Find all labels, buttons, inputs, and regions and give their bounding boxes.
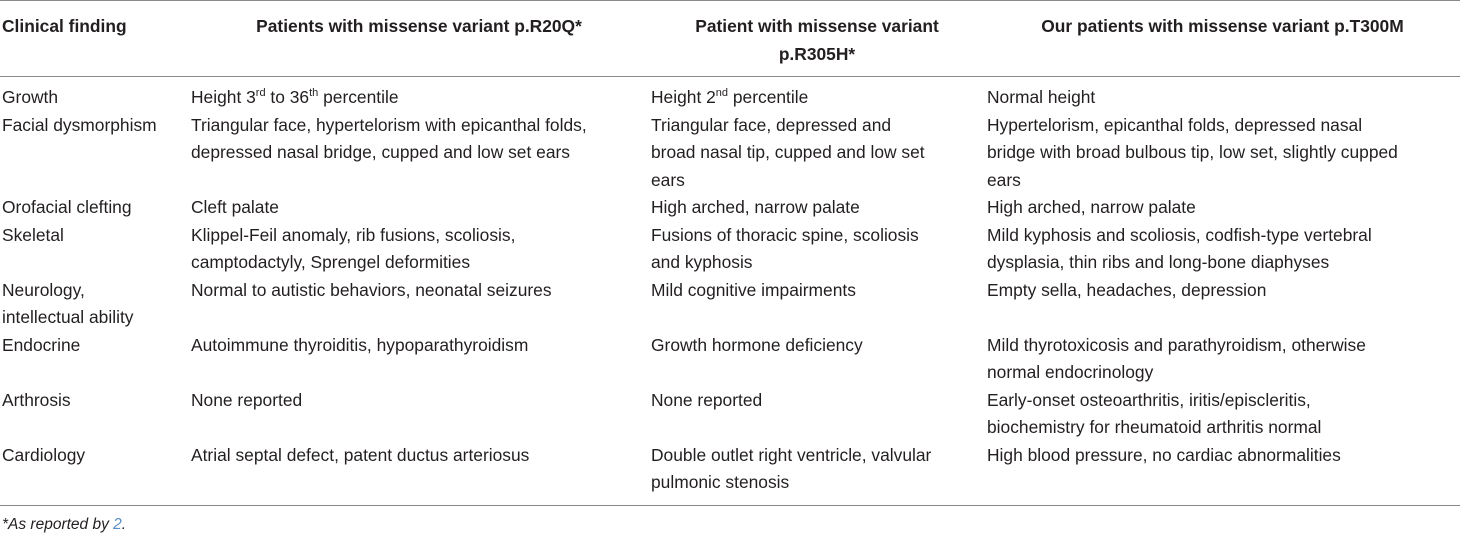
cell-r20q: None reported [191,389,303,410]
cell-line: Mild kyphosis and scoliosis, codfish-typ… [987,224,1372,245]
footnote-end: . [121,515,127,533]
cell-t300m: High arched, narrow palate [987,197,1196,217]
cell-finding: Cardiology [2,444,86,465]
cell-finding: Skeletal [2,224,64,245]
cell-t300m: High blood pressure, no cardiac abnormal… [987,444,1341,465]
cell-r20q: Normal to autistic behaviors, neonatal s… [191,279,552,300]
cell-t300m: Empty sella, headaches, depression [987,279,1267,300]
header-row: Clinical finding Patients with missense … [0,0,1460,77]
header-r305h-line1: Patient with missense variant [695,16,939,36]
cell-line: biochemistry for rheumatoid arthritis no… [987,417,1322,437]
cell-r305h: Double outlet right ventricle, valvular … [649,442,985,506]
cell-line: Fusions of thoracic spine, scoliosis [651,224,919,245]
cell-finding: Growth [2,87,59,107]
superscript: nd [715,87,729,99]
cell-finding: Endocrine [2,334,81,355]
cell-r305h: Fusions of thoracic spine, scoliosis and… [649,222,985,277]
table-row-neurology: Neurology, intellectual ability Normal t… [0,277,1460,332]
cell-line: Triangular face, depressed and [651,114,892,135]
cell-text: Height 2 [651,87,716,107]
header-r305h-line2: p.R305H* [778,44,856,64]
cell-t300m: Hypertelorism, epicanthal folds, depress… [985,112,1460,195]
cell-line: bridge with broad bulbous tip, low set, … [987,142,1398,162]
footnote-text: *As reported by [2,515,114,533]
cell-line: Klippel-Feil anomaly, rib fusions, scoli… [191,224,516,245]
cell-finding: Facial dysmorphism [2,114,157,135]
cell-line: intellectual ability [2,307,134,327]
cell-text: Height 3 [191,87,256,107]
cell-line: dysplasia, thin ribs and long-bone diaph… [987,252,1330,272]
cell-line: Hypertelorism, epicanthal folds, depress… [987,114,1363,135]
cell-line: Early-onset osteoarthritis, iritis/episc… [987,389,1311,410]
cell-line: Double outlet right ventricle, valvular [651,444,932,465]
header-t300m: Our patients with missense variant p.T30… [1041,16,1404,36]
cell-r20q: Klippel-Feil anomaly, rib fusions, scoli… [189,222,649,277]
cell-line: depressed nasal bridge, cupped and low s… [191,142,570,162]
table-row-orofacial-clefting: Orofacial clefting Cleft palate High arc… [0,194,1460,222]
header-clinical-finding: Clinical finding [2,16,127,36]
cell-line: Neurology, [2,279,85,300]
cell-line: normal endocrinology [987,362,1154,382]
table-row-skeletal: Skeletal Klippel-Feil anomaly, rib fusio… [0,222,1460,277]
header-r305h: Patient with missense variant p.R305H* [649,1,985,77]
cell-line: and kyphosis [651,252,753,272]
table-row-arthrosis: Arthrosis None reported None reported Ea… [0,387,1460,442]
cell-t300m: Normal height [987,87,1096,107]
cell-t300m: Mild kyphosis and scoliosis, codfish-typ… [985,222,1460,277]
cell-r20q: Triangular face, hypertelorism with epic… [189,112,649,195]
cell-line: ears [987,169,1021,190]
superscript: rd [255,87,266,99]
table-footnote: *As reported by 2. [0,516,1460,534]
table-row-growth: Growth Height 3rd to 36th percentile Hei… [0,77,1460,112]
cell-line: camptodactyly, Sprengel deformities [191,252,471,272]
cell-r20q: Height 3rd to 36th percentile [189,77,649,112]
clinical-comparison-table: Clinical finding Patients with missense … [0,0,1460,506]
cell-line: pulmonic stenosis [651,472,790,492]
cell-text: to 36 [265,87,310,107]
footnote-reference-link[interactable]: 2 [113,515,122,533]
cell-line: Mild thyrotoxicosis and parathyroidism, … [987,334,1366,355]
header-r20q: Patients with missense variant p.R20Q* [256,16,582,36]
cell-line: broad nasal tip, cupped and low set [651,142,925,162]
cell-finding: Arthrosis [2,389,71,410]
cell-text: percentile [728,87,809,107]
cell-r305h: None reported [651,389,763,410]
cell-finding: Orofacial clefting [2,197,132,217]
cell-r20q: Atrial septal defect, patent ductus arte… [191,444,530,465]
cell-r305h: High arched, narrow palate [651,197,860,217]
cell-line: Triangular face, hypertelorism with epic… [191,114,587,135]
table-row-facial-dysmorphism: Facial dysmorphism Triangular face, hype… [0,112,1460,195]
cell-r305h: Mild cognitive impairments [651,279,856,300]
table-row-endocrine: Endocrine Autoimmune thyroiditis, hypopa… [0,332,1460,387]
cell-t300m: Early-onset osteoarthritis, iritis/episc… [985,387,1460,442]
cell-r20q: Autoimmune thyroiditis, hypoparathyroidi… [191,334,529,355]
superscript: th [309,87,319,99]
table-row-cardiology: Cardiology Atrial septal defect, patent … [0,442,1460,506]
cell-finding: Neurology, intellectual ability [0,277,189,332]
cell-r305h: Height 2nd percentile [649,77,985,112]
cell-r305h: Growth hormone deficiency [651,334,863,355]
cell-line: ears [651,169,685,190]
cell-r305h: Triangular face, depressed and broad nas… [649,112,985,195]
cell-text: percentile [318,87,399,107]
cell-r20q: Cleft palate [191,197,279,217]
cell-t300m: Mild thyrotoxicosis and parathyroidism, … [985,332,1460,387]
